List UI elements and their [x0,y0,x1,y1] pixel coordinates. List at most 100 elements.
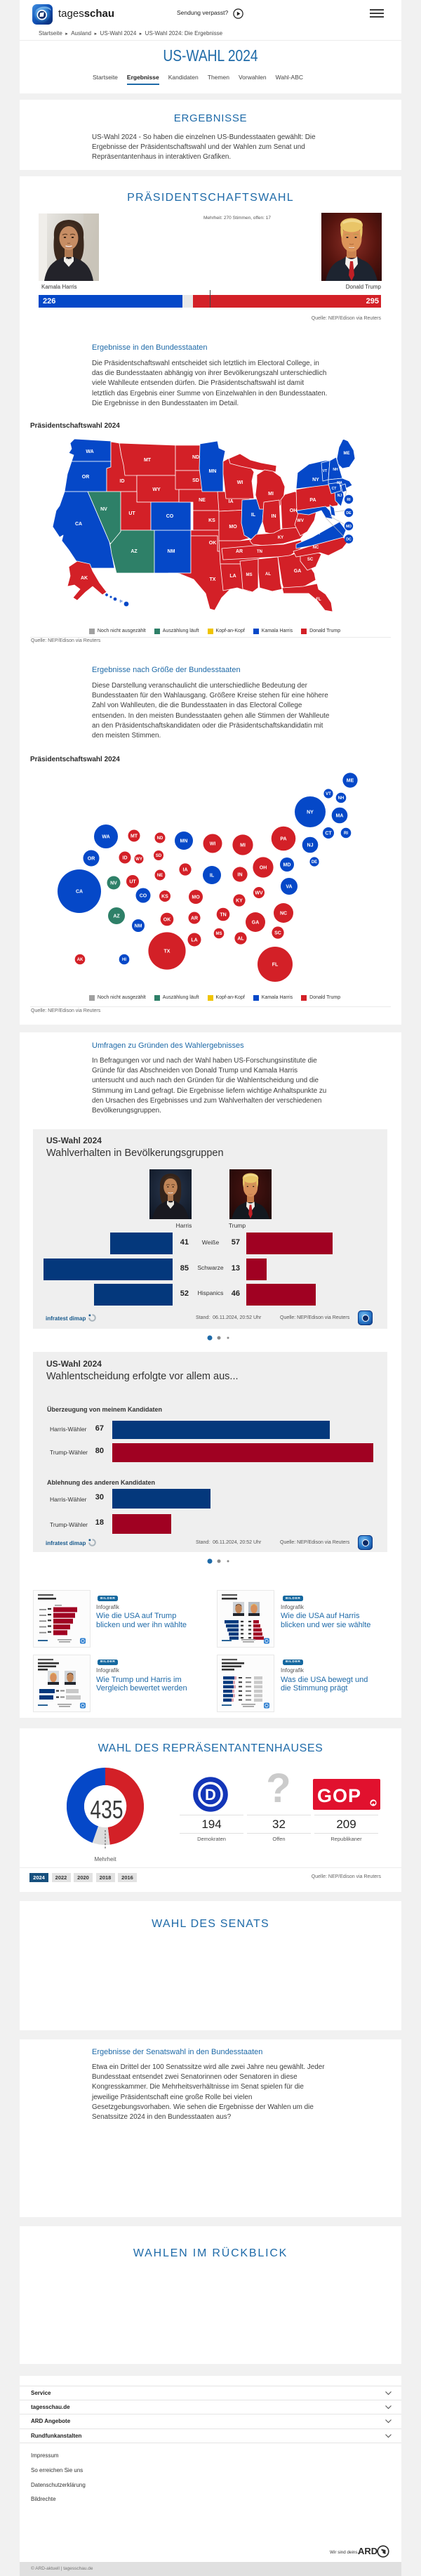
svg-text:KY: KY [236,899,243,904]
svg-text:CO: CO [166,514,174,519]
svg-text:MS: MS [216,932,222,936]
svg-text:GA: GA [294,569,302,574]
svg-text:GA: GA [252,921,260,926]
svg-text:WA: WA [86,449,93,454]
svg-text:NC: NC [280,912,287,916]
svg-text:NH: NH [338,796,345,801]
svg-text:WV: WV [297,519,304,523]
svg-text:CT: CT [325,832,332,836]
svg-text:IA: IA [229,499,234,504]
svg-text:WY: WY [152,487,161,492]
svg-text:PA: PA [280,837,286,842]
svg-text:MO: MO [192,895,200,900]
svg-text:MD: MD [283,863,291,868]
svg-text:AR: AR [191,916,198,921]
svg-text:ND: ND [157,836,163,841]
svg-text:NV: NV [100,507,107,512]
svg-text:AZ: AZ [131,549,138,554]
svg-text:AR: AR [236,549,243,554]
svg-text:NJ: NJ [338,494,342,498]
svg-text:RI: RI [347,498,351,502]
svg-text:ID: ID [123,856,128,861]
svg-text:OR: OR [88,857,95,862]
svg-text:NV: NV [110,881,117,886]
svg-text:AL: AL [265,572,271,577]
svg-text:ME: ME [347,779,354,784]
svg-text:VA: VA [286,885,292,890]
svg-text:AL: AL [237,937,244,942]
svg-text:MI: MI [268,492,274,497]
svg-text:FL: FL [272,963,279,968]
svg-text:LA: LA [191,938,197,943]
svg-text:MI: MI [240,843,246,848]
svg-text:DC: DC [346,538,352,542]
svg-text:WY: WY [135,857,142,862]
svg-text:NY: NY [307,810,314,815]
svg-text:MS: MS [246,573,253,577]
svg-text:CT: CT [332,487,337,491]
svg-text:IN: IN [272,514,276,519]
svg-text:MA: MA [336,814,344,819]
svg-text:IL: IL [210,874,215,879]
svg-text:CA: CA [76,890,83,895]
svg-text:CA: CA [75,522,82,527]
svg-text:GOP: GOP [317,1785,361,1806]
svg-text:NJ: NJ [307,843,314,848]
svg-text:NM: NM [168,549,175,554]
svg-text:VT: VT [326,792,331,796]
svg-text:SC: SC [307,558,314,562]
svg-text:KY: KY [278,536,283,540]
svg-text:IL: IL [251,513,256,518]
svg-text:D: D [205,1786,216,1803]
svg-text:DE: DE [312,860,317,865]
svg-text:NM: NM [135,924,142,929]
svg-text:NE: NE [157,874,163,878]
svg-text:FL: FL [316,598,321,602]
svg-text:SD: SD [192,478,199,483]
svg-text:IN: IN [238,873,243,878]
svg-text:MA: MA [337,481,342,485]
svg-text:HI: HI [117,600,122,605]
svg-text:MT: MT [144,458,152,463]
svg-text:WA: WA [102,835,109,840]
svg-text:NE: NE [199,498,206,503]
svg-text:AK: AK [81,576,88,581]
svg-text:TN: TN [257,550,262,554]
svg-text:IA: IA [183,868,188,873]
svg-text:VA: VA [314,532,321,536]
svg-text:VT: VT [323,469,327,473]
svg-text:OH: OH [260,866,267,871]
svg-text:CO: CO [140,894,147,899]
svg-text:OK: OK [209,541,217,546]
svg-text:NH: NH [333,468,338,472]
svg-text:HI: HI [122,958,126,962]
svg-text:OR: OR [82,475,90,480]
svg-text:435: 435 [91,1795,123,1824]
svg-text:RI: RI [344,832,348,836]
svg-text:WI: WI [210,842,216,847]
svg-text:ND: ND [192,455,199,460]
svg-text:DE: DE [346,511,352,515]
svg-text:ID: ID [120,479,125,484]
svg-text:UT: UT [129,880,136,885]
svg-text:TX: TX [164,949,171,954]
svg-text:MT: MT [131,834,138,839]
svg-text:TX: TX [210,577,216,582]
svg-text:AK: AK [77,958,83,962]
svg-text:OH: OH [290,508,298,513]
svg-text:LA: LA [229,574,236,579]
svg-text:WV: WV [255,891,263,896]
svg-text:MN: MN [180,839,188,844]
svg-text:PA: PA [309,498,316,503]
svg-text:KS: KS [208,518,215,523]
svg-text:UT: UT [128,511,135,516]
svg-text:ME: ME [344,452,350,456]
svg-text:TN: TN [220,913,226,918]
svg-text:KS: KS [161,895,168,900]
svg-text:MN: MN [209,469,217,474]
svg-text:OK: OK [163,918,171,923]
svg-text:NC: NC [313,546,319,550]
svg-text:NY: NY [312,478,319,482]
svg-text:WI: WI [237,480,243,485]
svg-text:SD: SD [156,854,162,858]
